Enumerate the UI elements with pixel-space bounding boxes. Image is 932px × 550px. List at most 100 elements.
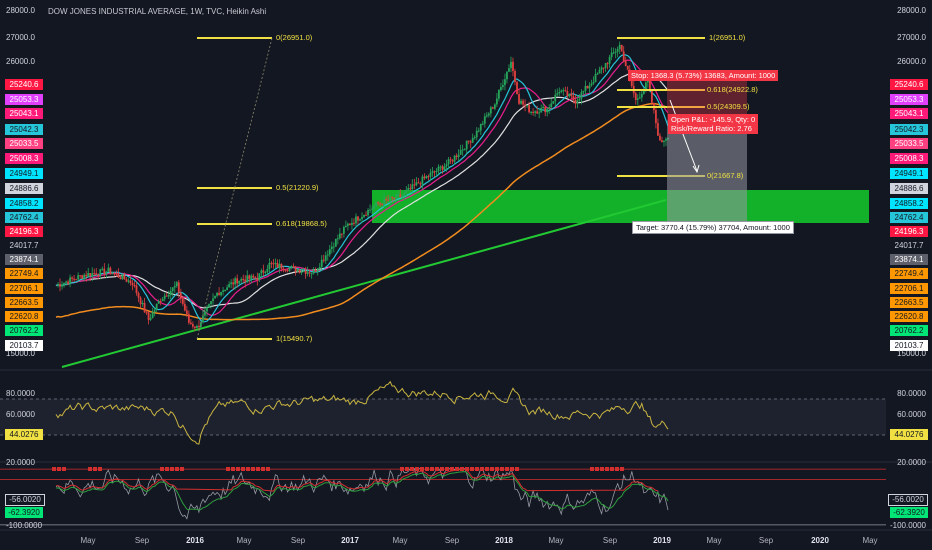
candle	[139, 297, 142, 305]
candle	[387, 199, 390, 201]
rsi-axis-tick: 20.0000	[6, 458, 35, 467]
candle	[298, 269, 301, 273]
candle	[530, 111, 533, 113]
stoch-marker	[420, 467, 424, 471]
candle	[500, 87, 502, 91]
candle	[262, 270, 265, 273]
candle	[469, 141, 472, 143]
candle	[115, 273, 118, 275]
candle	[141, 302, 144, 305]
stoch-marker	[405, 467, 409, 471]
candle	[590, 83, 593, 86]
ma-orange	[55, 102, 669, 321]
candle	[137, 293, 140, 298]
candle	[612, 52, 615, 54]
candle	[258, 273, 261, 281]
candle	[566, 91, 569, 97]
stoch-marker	[600, 467, 604, 471]
stoch-marker	[450, 467, 454, 471]
candle	[208, 304, 210, 308]
candle	[238, 280, 241, 284]
candle	[210, 301, 212, 305]
candle	[171, 287, 174, 291]
candle	[202, 315, 204, 323]
candle	[483, 116, 486, 124]
x-axis-label: 2016	[186, 536, 204, 545]
candle	[602, 67, 605, 69]
candle	[449, 159, 452, 161]
candle	[403, 192, 406, 196]
candle	[572, 95, 575, 100]
candle	[487, 113, 490, 116]
candle	[548, 107, 551, 109]
candle	[151, 311, 154, 318]
candle	[326, 254, 329, 256]
candle	[614, 51, 617, 53]
candle	[568, 93, 571, 97]
candle	[351, 222, 353, 225]
candle	[657, 123, 659, 136]
candle	[495, 98, 498, 105]
candle	[95, 273, 98, 276]
candle	[224, 289, 227, 291]
candle	[433, 171, 436, 173]
stoch-marker	[500, 467, 504, 471]
candle	[109, 267, 112, 275]
candle	[147, 312, 150, 320]
candle	[397, 194, 400, 196]
candle	[471, 137, 474, 143]
candle	[638, 97, 641, 99]
stoch-axis-bottom: -100.0000	[6, 521, 43, 530]
candle	[117, 273, 120, 278]
price-axis-tick: 15000.0	[897, 349, 926, 358]
candle	[558, 92, 561, 94]
fib-label-right-1: 1(26951.0)	[709, 33, 746, 42]
candle	[441, 166, 444, 170]
candle	[113, 273, 116, 275]
candle	[163, 295, 166, 299]
candle	[427, 176, 430, 178]
stoch-marker	[490, 467, 494, 471]
candle	[91, 273, 94, 277]
candle	[240, 279, 243, 281]
candle	[316, 268, 319, 272]
candle	[105, 271, 108, 275]
candle	[97, 275, 100, 277]
candle	[306, 272, 309, 274]
candle	[646, 80, 649, 83]
candle	[270, 262, 273, 264]
candle	[518, 94, 520, 104]
price-axis-tick: 28000.0	[897, 6, 926, 15]
stoch-marker	[430, 467, 434, 471]
candle	[644, 82, 647, 90]
candle	[663, 140, 665, 143]
candle	[584, 85, 587, 91]
price-badge-left: 22620.8	[5, 311, 43, 322]
price-badge-left: 24949.1	[5, 168, 43, 179]
candle	[149, 317, 152, 320]
candle	[429, 172, 432, 177]
price-badge-left: 24886.6	[5, 183, 43, 194]
stoch-marker	[266, 467, 270, 471]
candle	[425, 176, 428, 179]
candle	[71, 277, 74, 279]
candle	[550, 103, 553, 108]
candle	[322, 259, 325, 261]
price-axis-tick: 15000.0	[6, 349, 35, 358]
candle	[131, 282, 134, 286]
candle	[570, 93, 573, 96]
price-badge-left: 22663.5	[5, 297, 43, 308]
stoch-marker	[180, 467, 184, 471]
stoch-marker	[261, 467, 265, 471]
candle	[167, 295, 170, 297]
candle	[598, 69, 601, 74]
candle	[648, 80, 651, 90]
candle	[198, 325, 200, 327]
price-axis-tick: 27000.0	[897, 33, 926, 42]
candle	[502, 85, 504, 88]
candle	[107, 267, 110, 272]
candle	[332, 246, 335, 248]
candle	[642, 89, 645, 94]
rsi-band	[0, 399, 886, 435]
